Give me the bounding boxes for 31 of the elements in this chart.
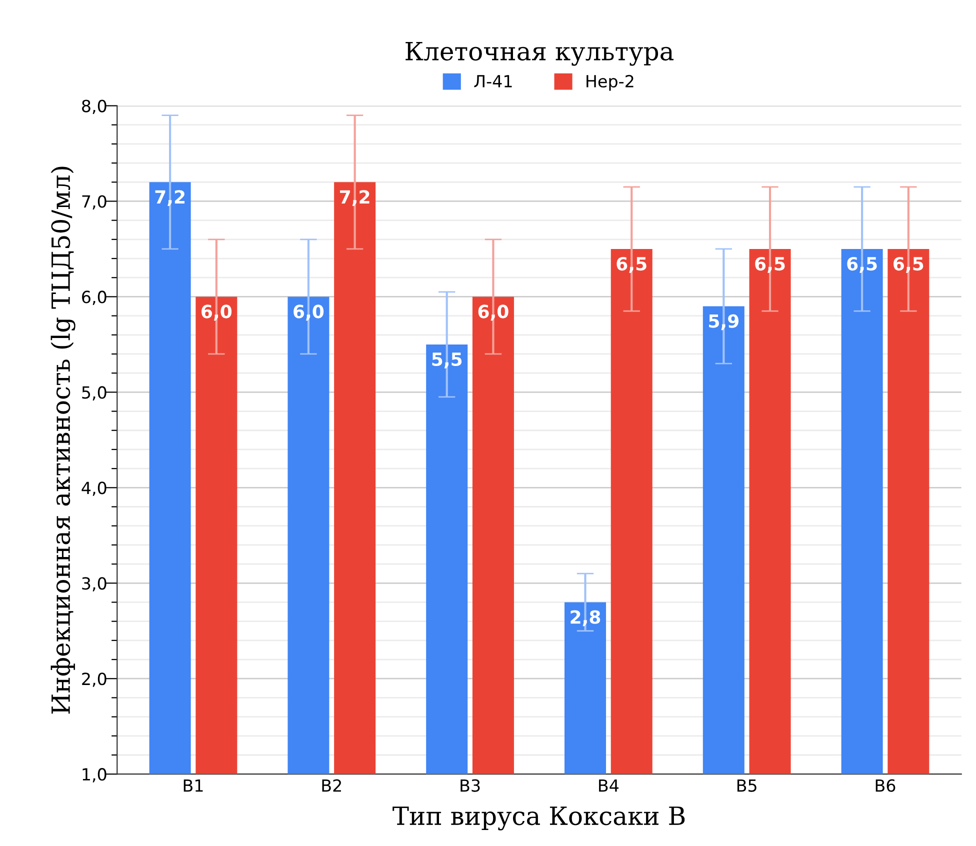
data-label: 6,5 bbox=[755, 256, 785, 273]
x-tick-label: В6 bbox=[876, 779, 896, 792]
y-tick-label: 4,0 bbox=[82, 482, 106, 496]
data-label: 6,5 bbox=[894, 256, 924, 273]
data-label: 5,9 bbox=[709, 314, 738, 330]
x-tick-label: В4 bbox=[599, 779, 619, 792]
y-tick-label: 3,0 bbox=[82, 577, 106, 592]
data-label: 6,0 bbox=[202, 304, 232, 321]
data-label: 7,2 bbox=[340, 190, 370, 206]
data-label: 5,5 bbox=[432, 352, 462, 368]
legend-label: Л-41 bbox=[474, 75, 512, 88]
legend-title: Клеточная культура bbox=[406, 42, 674, 66]
y-axis-title: Инфекционная активность (lg ТЦД50/мл) bbox=[50, 166, 76, 714]
data-label: 6,5 bbox=[847, 256, 877, 273]
data-label: 7,2 bbox=[155, 190, 184, 206]
y-tick-label: 5,0 bbox=[82, 386, 106, 400]
data-label: 6,0 bbox=[478, 304, 508, 321]
data-label: 6,5 bbox=[616, 256, 646, 273]
y-tick-label: 8,0 bbox=[82, 100, 106, 114]
x-tick-label: В1 bbox=[184, 779, 203, 792]
data-label: 2,8 bbox=[570, 610, 600, 626]
x-axis-title: Тип вируса Коксаки В bbox=[392, 806, 685, 830]
y-tick-label: 2,0 bbox=[82, 672, 106, 687]
y-tick-label: 6,0 bbox=[82, 290, 106, 305]
legend-label: Нер-2 bbox=[586, 74, 634, 91]
data-label: 6,0 bbox=[294, 304, 324, 321]
y-tick-label: 7,0 bbox=[82, 195, 106, 210]
x-tick-label: В3 bbox=[460, 779, 480, 792]
x-tick-label: В2 bbox=[322, 779, 341, 792]
y-tick-label: 1,0 bbox=[82, 768, 106, 782]
x-tick-label: В5 bbox=[737, 779, 756, 792]
